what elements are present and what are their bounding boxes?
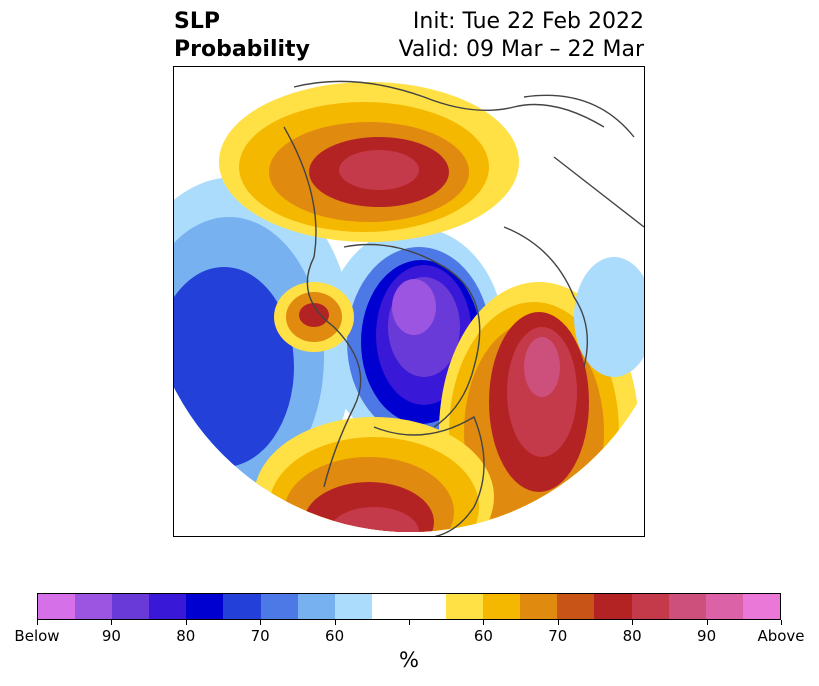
colorbar-segment (483, 594, 521, 619)
colorbar-tick-label: 80 (176, 627, 196, 645)
colorbar-segment (334, 594, 372, 619)
colorbar-segment (705, 594, 743, 619)
colorbar-tick-label: 70 (250, 627, 270, 645)
colorbar-tick-mark (781, 620, 782, 625)
colorbar-tick-mark (37, 620, 38, 625)
valid-range: Valid: 09 Mar – 22 Mar (398, 37, 644, 62)
colorbar-tick-label: 90 (697, 627, 717, 645)
colorbar-segment (742, 594, 780, 619)
colorbar-segment (260, 594, 298, 619)
colorbar-tick-mark (483, 620, 485, 625)
colorbar-segment (75, 594, 113, 619)
title-left: SLP Probability (174, 8, 310, 64)
colorbar-tick-label: Above (757, 627, 805, 645)
colorbar-tick-label: 70 (548, 627, 568, 645)
colorbar-tick-label: 90 (101, 627, 121, 645)
coastlines (283, 80, 644, 536)
probability-map (174, 67, 644, 536)
eurasia-above-85 (339, 150, 419, 190)
colorbar-tick-mark (557, 620, 559, 625)
colorbar-segment (223, 594, 261, 619)
colorbar-unit: % (399, 648, 419, 672)
colorbar-segment (297, 594, 335, 619)
colorbar-segment (631, 594, 669, 619)
europe-below-60 (574, 257, 644, 377)
init-date: Init: Tue 22 Feb 2022 (412, 9, 644, 34)
colorbar-tick-mark (111, 620, 113, 625)
colorbar-tick-label: 60 (473, 627, 493, 645)
colorbar-segment (408, 594, 447, 619)
colorbar-tick-mark (185, 620, 187, 625)
colorbar-tick-label: Below (14, 627, 60, 645)
alaska-above-80 (299, 303, 329, 327)
colorbar-segment (112, 594, 150, 619)
title-right: Init: Tue 22 Feb 2022 Valid: 09 Mar – 22… (399, 8, 644, 64)
colorbar-segment (371, 594, 409, 619)
title-type: Probability (174, 37, 310, 62)
colorbar-tick-mark (260, 620, 262, 625)
colorbar-segment (186, 594, 224, 619)
colorbar-tick-label: 80 (622, 627, 642, 645)
colorbar-segment (446, 594, 484, 619)
colorbar-segment (520, 594, 558, 619)
colorbar-tick-mark (632, 620, 634, 625)
arctic-below-95 (392, 279, 436, 335)
colorbar-tick-label: 60 (325, 627, 345, 645)
colorbar-segment (38, 594, 76, 619)
colorbar-segment (557, 594, 595, 619)
map-panel (173, 66, 645, 537)
colorbar-tick-mark (706, 620, 708, 625)
colorbar-segment (149, 594, 187, 619)
us-above-85 (329, 507, 419, 532)
colorbar-tick-mark (409, 620, 410, 625)
title-variable: SLP (174, 9, 220, 34)
colorbar-segment (594, 594, 632, 619)
colorbar-tick-mark (334, 620, 336, 625)
colorbar-segment (668, 594, 706, 619)
colorbar (37, 593, 781, 620)
atlantic-above-90 (524, 337, 560, 397)
